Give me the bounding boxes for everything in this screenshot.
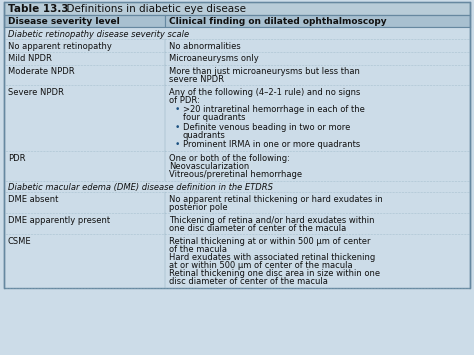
Text: PDR: PDR (8, 154, 26, 163)
Bar (165, 151, 470, 180)
Text: Retinal thickening one disc area in size within one: Retinal thickening one disc area in size… (169, 269, 380, 278)
Text: Retinal thickening at or within 500 μm of center: Retinal thickening at or within 500 μm o… (169, 236, 370, 246)
Text: of the macula: of the macula (169, 245, 227, 254)
Text: quadrants: quadrants (183, 131, 226, 140)
Bar (165, 192, 470, 213)
Text: Prominent IRMA in one or more quadrants: Prominent IRMA in one or more quadrants (183, 140, 360, 149)
Text: Clinical finding on dilated ophthalmoscopy: Clinical finding on dilated ophthalmosco… (169, 17, 386, 26)
Text: one disc diameter of center of the macula: one disc diameter of center of the macul… (169, 224, 346, 233)
Bar (165, 65, 470, 86)
Text: at or within 500 μm of center of the macula: at or within 500 μm of center of the mac… (169, 261, 352, 270)
Text: One or both of the following:: One or both of the following: (169, 154, 290, 163)
Text: Moderate NPDR: Moderate NPDR (8, 67, 74, 76)
Text: Diabetic macular edema (DME) disease definition in the ETDRS: Diabetic macular edema (DME) disease def… (8, 183, 273, 192)
Text: disc diameter of center of the macula: disc diameter of center of the macula (169, 278, 328, 286)
Text: DME apparently present: DME apparently present (8, 215, 110, 225)
Text: severe NPDR: severe NPDR (169, 75, 224, 84)
Bar (4, 213, 165, 234)
Text: More than just microaneurysms but less than: More than just microaneurysms but less t… (169, 67, 360, 76)
Text: Vitreous/preretinal hemorrhage: Vitreous/preretinal hemorrhage (169, 170, 302, 179)
Bar (4, 2, 470, 288)
Text: Hard exudates with associated retinal thickening: Hard exudates with associated retinal th… (169, 253, 375, 262)
Bar (4, 192, 165, 213)
Bar (4, 52, 165, 65)
Text: posterior pole: posterior pole (169, 203, 228, 212)
Text: Severe NPDR: Severe NPDR (8, 88, 64, 97)
Bar (4, 65, 165, 86)
Bar (4, 2, 470, 15)
Text: Thickening of retina and/or hard exudates within: Thickening of retina and/or hard exudate… (169, 215, 374, 225)
Bar (165, 39, 470, 52)
Text: Diabetic retinopathy disease severity scale: Diabetic retinopathy disease severity sc… (8, 30, 189, 39)
Text: Definitions in diabetic eye disease: Definitions in diabetic eye disease (60, 5, 246, 15)
Bar (165, 52, 470, 65)
Text: Any of the following (4–2-1 rule) and no signs: Any of the following (4–2-1 rule) and no… (169, 88, 360, 97)
Text: No apparent retinal thickening or hard exudates in: No apparent retinal thickening or hard e… (169, 195, 383, 204)
Text: Microaneurysms only: Microaneurysms only (169, 54, 258, 63)
Bar (4, 86, 165, 151)
Text: four quadrants: four quadrants (183, 114, 245, 122)
Text: DME absent: DME absent (8, 195, 58, 204)
Bar (165, 213, 470, 234)
Text: •: • (175, 140, 180, 149)
Text: •: • (175, 123, 180, 132)
Text: •: • (175, 105, 180, 114)
Text: Disease severity level: Disease severity level (8, 17, 120, 26)
Text: No abnormalities: No abnormalities (169, 42, 240, 51)
Bar (165, 86, 470, 151)
Bar (4, 27, 470, 39)
Bar (4, 39, 165, 52)
Text: of PDR:: of PDR: (169, 96, 200, 105)
Text: Definite venous beading in two or more: Definite venous beading in two or more (183, 123, 350, 132)
Text: CSME: CSME (8, 236, 32, 246)
Bar (4, 180, 470, 192)
Bar (4, 234, 165, 288)
Bar (4, 15, 165, 27)
Text: Table 13.3: Table 13.3 (8, 5, 69, 15)
Bar (165, 234, 470, 288)
Text: Mild NPDR: Mild NPDR (8, 54, 52, 63)
Text: >20 intraretinal hemorrhage in each of the: >20 intraretinal hemorrhage in each of t… (183, 105, 365, 114)
Text: Neovascularization: Neovascularization (169, 162, 249, 171)
Bar (4, 151, 165, 180)
Text: No apparent retinopathy: No apparent retinopathy (8, 42, 112, 51)
Bar (165, 15, 470, 27)
